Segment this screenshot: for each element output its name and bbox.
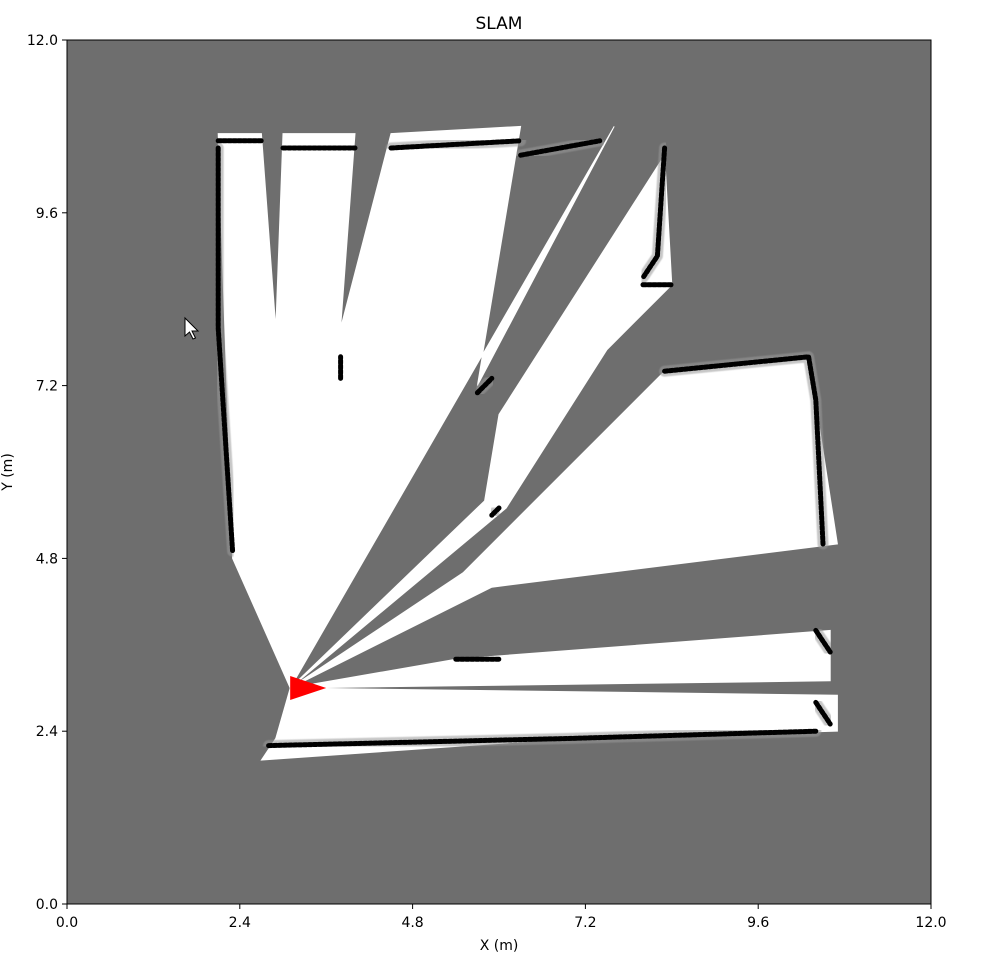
- wall-11: [813, 627, 833, 655]
- y-tick-label: 7.2: [36, 379, 58, 395]
- wall-14: [266, 728, 819, 749]
- axes-frame: [66, 39, 932, 905]
- wall-10: [489, 505, 502, 518]
- x-tick-label: 4.8: [401, 915, 423, 931]
- x-tick-label: 9.6: [747, 915, 769, 931]
- robot-marker: [290, 676, 327, 700]
- mouse-cursor-icon: [184, 316, 200, 340]
- free-region-beam-2: [289, 153, 673, 689]
- wall-5: [640, 145, 668, 281]
- x-axis: 0.0 2.4 4.8 7.2 9.6 12.0: [56, 904, 947, 931]
- y-axis: 0.0 2.4 4.8 7.2 9.6 12.0: [27, 33, 67, 913]
- y-tick-label: 4.8: [36, 551, 58, 567]
- x-tick-label: 12.0: [915, 915, 946, 931]
- x-tick-label: 0.0: [56, 915, 78, 931]
- x-tick-label: 7.2: [574, 915, 596, 931]
- plot-area[interactable]: [66, 39, 932, 905]
- wall-0: [215, 145, 236, 554]
- y-axis-label: Y (m): [0, 453, 16, 492]
- chart-title: SLAM: [476, 14, 523, 34]
- y-tick-label: 2.4: [36, 724, 58, 740]
- wall-3: [388, 138, 524, 151]
- y-tick-label: 12.0: [27, 33, 58, 49]
- wall-13: [813, 699, 833, 727]
- x-axis-label: X (m): [480, 938, 519, 954]
- y-tick-label: 9.6: [36, 206, 58, 222]
- wall-9: [662, 354, 826, 547]
- x-tick-label: 2.4: [229, 915, 251, 931]
- wall-7: [474, 375, 495, 396]
- free-region-beam-4: [290, 629, 831, 689]
- wall-4: [518, 138, 603, 158]
- robot-layer: [290, 676, 327, 700]
- occupied-walls-layer: [212, 135, 836, 752]
- y-tick-label: 0.0: [36, 897, 58, 913]
